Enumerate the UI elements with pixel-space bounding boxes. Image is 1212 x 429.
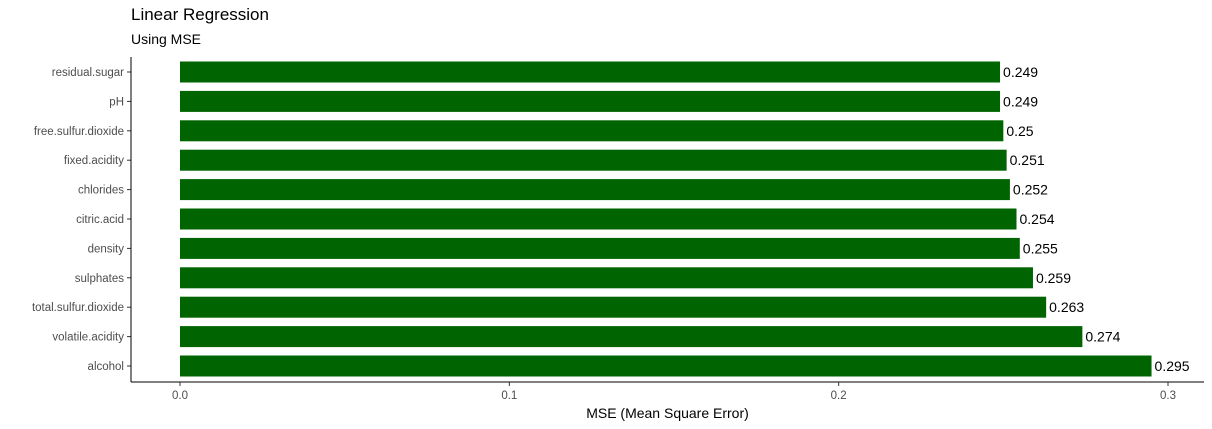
category-label-sulphates: sulphates [75, 273, 124, 285]
category-label-free.sulfur.dioxide: free.sulfur.dioxide [34, 126, 124, 138]
value-label-citric.acid: 0.254 [1020, 211, 1055, 227]
bar-total.sulfur.dioxide [180, 296, 1047, 318]
category-label-residual.sugar: residual.sugar [52, 67, 124, 79]
bar-residual.sugar [180, 61, 1001, 83]
bar-volatile.acidity [180, 326, 1083, 348]
category-label-total.sulfur.dioxide: total.sulfur.dioxide [32, 302, 124, 314]
value-label-alcohol: 0.295 [1155, 358, 1190, 374]
bar-free.sulfur.dioxide [180, 120, 1004, 142]
x-tick-label-3: 0.3 [1160, 390, 1176, 402]
category-label-density: density [88, 243, 125, 255]
value-label-sulphates: 0.259 [1036, 270, 1071, 286]
bar-pH [180, 90, 1001, 112]
bar-sulphates [180, 267, 1033, 289]
value-label-density: 0.255 [1023, 240, 1058, 256]
value-label-pH: 0.249 [1003, 93, 1038, 109]
bar-fixed.acidity [180, 149, 1007, 171]
bar-citric.acid [180, 208, 1017, 230]
bar-alcohol [180, 355, 1152, 377]
x-tick-label-2: 0.2 [831, 390, 847, 402]
category-label-volatile.acidity: volatile.acidity [52, 332, 124, 344]
category-label-pH: pH [109, 96, 124, 108]
value-label-total.sulfur.dioxide: 0.263 [1049, 299, 1084, 315]
bar-chlorides [180, 179, 1010, 201]
value-label-free.sulfur.dioxide: 0.25 [1006, 123, 1033, 139]
value-label-chlorides: 0.252 [1013, 182, 1048, 198]
category-label-alcohol: alcohol [88, 361, 124, 373]
category-label-fixed.acidity: fixed.acidity [64, 155, 124, 167]
bar-density [180, 237, 1020, 259]
x-tick-label-1: 0.1 [501, 390, 517, 402]
category-label-chlorides: chlorides [78, 185, 124, 197]
chart-title: Linear Regression [131, 5, 269, 24]
chart-subtitle: Using MSE [131, 31, 202, 47]
value-label-fixed.acidity: 0.251 [1010, 152, 1045, 168]
bars-group [180, 61, 1152, 377]
category-label-citric.acid: citric.acid [76, 214, 124, 226]
axes-group: 0.0 0.1 0.2 0.3 [127, 57, 1204, 402]
value-label-volatile.acidity: 0.274 [1085, 329, 1120, 345]
value-labels-group: 0.249 0.249 0.25 0.251 0.252 0.254 0.255 0.259 0… [1003, 64, 1190, 374]
category-labels-group: residual.sugar pH free.sulfur.dioxide fixed… [32, 67, 124, 373]
x-tick-label-0: 0.0 [172, 390, 188, 402]
value-label-residual.sugar: 0.249 [1003, 64, 1038, 80]
x-axis-title: MSE (Mean Square Error) [586, 405, 749, 421]
